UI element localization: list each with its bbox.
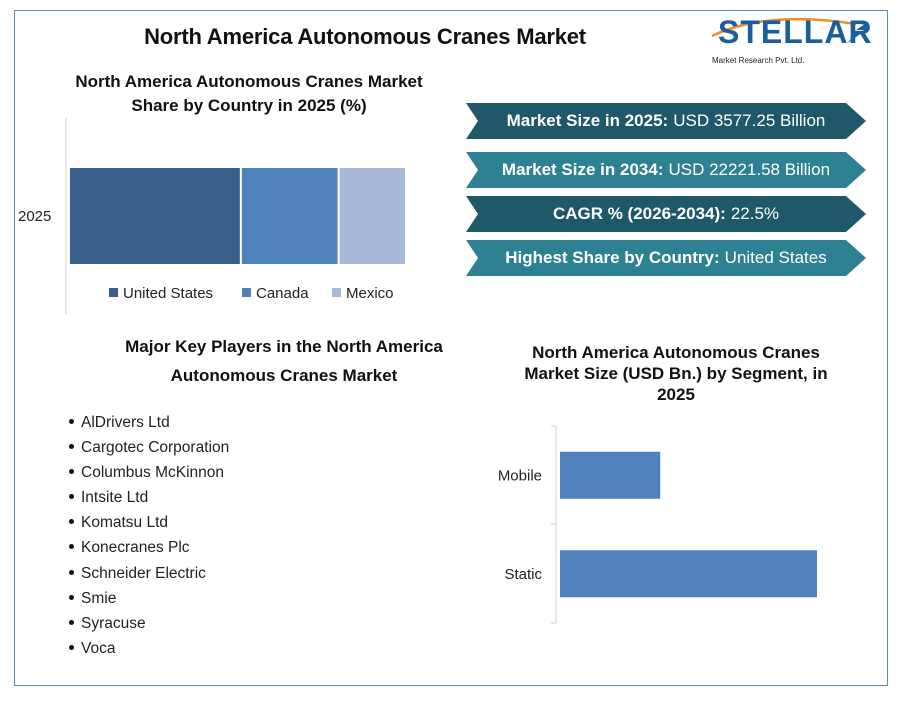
bullet-icon xyxy=(69,419,74,424)
list-item: Columbus McKinnon xyxy=(66,460,229,485)
list-item: Cargotec Corporation xyxy=(66,435,229,460)
bullet-icon xyxy=(69,469,74,475)
player-name: Konecranes Plc xyxy=(81,539,190,557)
key-players-list: AlDrivers Ltd Cargotec Corporation Colum… xyxy=(66,410,229,661)
bar-static xyxy=(560,550,817,598)
market-size-2034-banner: Market Size in 2034: USD 22221.58 Billio… xyxy=(466,152,866,188)
list-item: Syracuse xyxy=(66,611,229,636)
logo-tagline: Market Research Pvt. Ltd. xyxy=(712,56,805,65)
player-name: Komatsu Ltd xyxy=(81,514,169,532)
list-item: Komatsu Ltd xyxy=(66,510,229,535)
player-name: AlDrivers Ltd xyxy=(81,414,170,431)
bullet-icon xyxy=(69,444,74,450)
banner-label: Market Size in 2025: xyxy=(506,111,669,130)
bullet-icon xyxy=(69,494,74,500)
highest-share-banner: Highest Share by Country: United States xyxy=(466,240,866,276)
bullet-icon xyxy=(69,619,74,625)
cagr-banner: CAGR % (2026-2034): 22.5% xyxy=(466,196,866,232)
category-label: 2025 xyxy=(18,208,51,225)
bar-segment-mexico xyxy=(339,168,405,264)
share-chart-title: North America Autonomous Cranes Market S… xyxy=(75,72,423,115)
stellar-logo: STELLAR Market Research Pvt. Ltd. xyxy=(706,14,876,70)
segment-size-chart: Mobile Static xyxy=(498,425,817,624)
bullet-icon xyxy=(69,544,74,550)
banner-label: Highest Share by Country: xyxy=(505,248,720,267)
legend-label: United States xyxy=(123,285,213,302)
list-item: Voca xyxy=(66,636,229,661)
player-name: Schneider Electric xyxy=(81,564,206,582)
legend-label: Canada xyxy=(256,285,309,302)
player-name: Cargotec Corporation xyxy=(81,439,230,457)
banner-value: United States xyxy=(724,248,827,267)
banner-label: CAGR % (2026-2034): xyxy=(552,204,726,223)
banner-label: Market Size in 2034: xyxy=(501,160,664,179)
logo-wordmark: STELLAR xyxy=(718,14,873,50)
legend-swatch xyxy=(242,288,251,297)
list-item: Konecranes Plc xyxy=(66,535,229,560)
player-name: Voca xyxy=(81,639,116,657)
list-item: Intsite Ltd xyxy=(66,485,229,510)
segment-chart-title: North America Autonomous Cranes Market S… xyxy=(524,343,828,404)
banner-value: 22.5% xyxy=(730,204,780,223)
category-label: Mobile xyxy=(498,467,542,484)
logo-swoosh-icon xyxy=(711,17,868,44)
legend-label: Mexico xyxy=(346,285,394,302)
player-name: Syracuse xyxy=(81,614,146,632)
list-item: AlDrivers Ltd xyxy=(66,410,229,435)
player-name: Columbus McKinnon xyxy=(81,464,225,482)
bullet-icon xyxy=(69,644,74,650)
player-name: Smie xyxy=(81,589,117,607)
list-item: Schneider Electric xyxy=(66,561,229,586)
bullet-icon xyxy=(69,594,74,600)
legend-swatch xyxy=(109,288,118,297)
bar-segment-united-states xyxy=(70,168,240,264)
bullet-icon xyxy=(69,519,74,525)
legend-swatch xyxy=(332,288,341,297)
bar-mobile xyxy=(560,451,661,499)
bullet-icon xyxy=(69,569,74,575)
country-share-chart: 2025 United States Canada Mexico xyxy=(18,118,405,315)
bar-segment-canada xyxy=(241,168,338,264)
banner-value: USD 22221.58 Billion xyxy=(668,160,831,179)
page-title: North America Autonomous Cranes Market xyxy=(144,24,586,49)
market-size-2025-banner: Market Size in 2025: USD 3577.25 Billion xyxy=(466,103,866,139)
category-label: Static xyxy=(504,566,542,583)
players-title: Major Key Players in the North America A… xyxy=(125,337,443,385)
list-item: Smie xyxy=(66,586,229,611)
infographic-frame xyxy=(14,10,888,686)
banner-value: USD 3577.25 Billion xyxy=(673,111,826,130)
player-name: Intsite Ltd xyxy=(81,489,149,507)
